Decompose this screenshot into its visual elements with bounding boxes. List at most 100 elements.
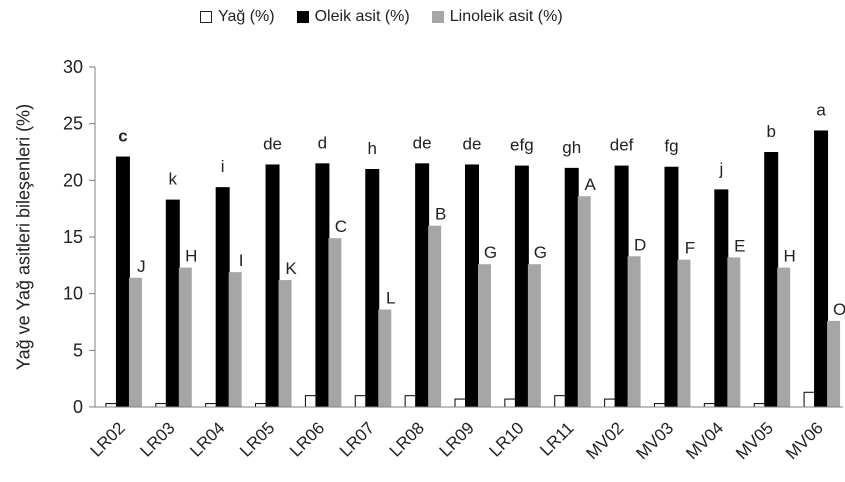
bar-oleik bbox=[365, 169, 380, 407]
bar-oleik bbox=[165, 199, 180, 407]
bar-linoleik bbox=[428, 225, 442, 407]
x-tick-label: LR02 bbox=[87, 418, 129, 460]
bar-yag bbox=[354, 395, 367, 408]
bar-yag bbox=[604, 398, 617, 408]
data-label-oleik: def bbox=[610, 136, 634, 155]
bar-oleik bbox=[115, 156, 130, 407]
bar-oleik bbox=[514, 165, 529, 407]
bar-linoleik bbox=[527, 264, 541, 407]
x-tick-label: MV05 bbox=[732, 418, 777, 463]
bar-linoleik bbox=[278, 280, 292, 407]
data-label-linoleik: D bbox=[634, 235, 646, 254]
bar-oleik bbox=[215, 187, 230, 407]
bar-linoleik bbox=[378, 309, 392, 407]
bar-yag bbox=[205, 403, 218, 408]
bar-linoleik bbox=[827, 320, 841, 407]
bar-linoleik bbox=[478, 264, 491, 407]
x-tick-label: LR06 bbox=[286, 418, 328, 460]
bar-yag bbox=[304, 395, 317, 408]
data-label-oleik: de bbox=[263, 134, 282, 153]
bar-oleik bbox=[814, 130, 829, 407]
bar-linoleik bbox=[677, 259, 691, 407]
data-label-linoleik: H bbox=[185, 247, 197, 266]
data-label-linoleik: C bbox=[335, 217, 347, 236]
bar-yag bbox=[155, 403, 168, 408]
bar-yag bbox=[504, 398, 517, 408]
y-tick-label: 15 bbox=[63, 227, 83, 247]
data-label-linoleik: I bbox=[239, 251, 244, 270]
x-tick-label: MV02 bbox=[583, 418, 628, 463]
data-label-oleik: i bbox=[221, 157, 225, 176]
data-label-linoleik: G bbox=[484, 243, 497, 262]
data-label-linoleik: K bbox=[285, 259, 297, 278]
data-label-linoleik: O bbox=[833, 300, 845, 319]
data-label-linoleik: H bbox=[784, 247, 796, 266]
x-tick-label: LR10 bbox=[486, 418, 528, 460]
legend-label-oleik: Oleik asit (%) bbox=[314, 8, 410, 25]
data-label-linoleik: G bbox=[534, 243, 547, 262]
bar-oleik bbox=[265, 164, 280, 407]
data-label-linoleik: E bbox=[734, 236, 745, 255]
data-label-oleik: b bbox=[766, 122, 775, 141]
x-tick-label: LR11 bbox=[536, 418, 577, 459]
bar-linoleik bbox=[727, 257, 741, 407]
bar-oleik bbox=[764, 152, 779, 407]
data-label-oleik: k bbox=[169, 170, 178, 189]
bar-yag bbox=[255, 403, 268, 408]
bar-linoleik bbox=[777, 267, 791, 407]
data-label-oleik: gh bbox=[562, 138, 581, 157]
data-label-oleik: a bbox=[816, 100, 826, 119]
bar-yag bbox=[803, 391, 816, 408]
data-label-oleik: j bbox=[718, 159, 723, 178]
x-tick-label: LR07 bbox=[336, 418, 378, 460]
bar-linoleik bbox=[128, 277, 142, 407]
bar-yag bbox=[753, 403, 766, 408]
legend-swatch-oleik bbox=[296, 11, 309, 23]
y-tick-label: 10 bbox=[63, 284, 83, 304]
x-tick-label: LR04 bbox=[186, 418, 228, 460]
data-label-linoleik: A bbox=[585, 175, 597, 194]
x-tick-label: LR03 bbox=[136, 418, 178, 460]
data-label-oleik: fg bbox=[664, 137, 678, 156]
y-tick-label: 5 bbox=[73, 340, 83, 360]
bar-oleik bbox=[714, 189, 729, 407]
y-tick-label: 20 bbox=[63, 170, 83, 190]
data-label-linoleik: F bbox=[685, 239, 695, 258]
bar-oleik bbox=[465, 164, 479, 407]
legend-item-linoleik: Linoleik asit (%) bbox=[431, 8, 563, 26]
legend-swatch-yag bbox=[200, 11, 212, 23]
bar-yag bbox=[404, 395, 417, 408]
y-tick-label: 0 bbox=[73, 397, 83, 417]
data-label-linoleik: L bbox=[386, 289, 395, 308]
data-label-oleik: d bbox=[318, 133, 327, 152]
x-tick-label: LR08 bbox=[386, 418, 428, 460]
x-tick-label: MV03 bbox=[632, 418, 677, 463]
bar-linoleik bbox=[178, 267, 192, 407]
data-label-oleik: c bbox=[118, 127, 127, 146]
legend-item-yag: Yağ (%) bbox=[200, 8, 275, 26]
bar-linoleik bbox=[328, 238, 342, 407]
data-label-oleik: h bbox=[368, 139, 377, 158]
legend-swatch-linoleik bbox=[431, 11, 444, 23]
bar-oleik bbox=[614, 165, 629, 407]
bar-linoleik bbox=[228, 272, 242, 407]
bar-oleik bbox=[664, 166, 679, 407]
data-label-oleik: de bbox=[413, 133, 432, 152]
bar-yag bbox=[454, 398, 467, 408]
x-tick-label: MV06 bbox=[782, 418, 827, 463]
bar-oleik bbox=[315, 163, 330, 407]
x-tick-label: MV04 bbox=[682, 418, 727, 463]
data-label-linoleik: J bbox=[137, 257, 146, 276]
bar-yag bbox=[703, 403, 716, 408]
x-tick-label: LR09 bbox=[436, 418, 478, 460]
legend-label-yag: Yağ (%) bbox=[218, 8, 275, 25]
bar-linoleik bbox=[627, 256, 641, 407]
legend-label-linoleik: Linoleik asit (%) bbox=[449, 8, 563, 25]
data-label-linoleik: B bbox=[435, 205, 446, 224]
bar-yag bbox=[105, 403, 118, 408]
bar-yag bbox=[653, 403, 666, 408]
bar-oleik bbox=[415, 163, 430, 407]
data-label-oleik: de bbox=[463, 134, 482, 153]
bar-linoleik bbox=[577, 196, 591, 407]
